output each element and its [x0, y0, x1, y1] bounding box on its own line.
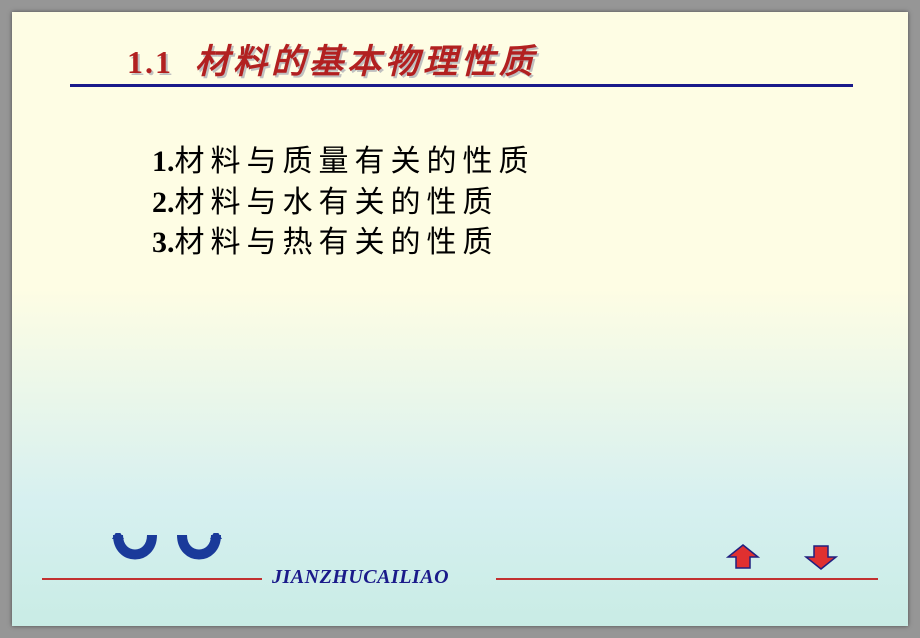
arrow-up-icon [726, 543, 760, 571]
footer-line-left [42, 578, 262, 580]
title-area: 1.1 材料的基本物理性质 1.1 材料的基本物理性质 [127, 34, 848, 83]
prev-slide-button[interactable] [726, 543, 760, 576]
section-number: 1.1 [127, 44, 173, 80]
item-text: 材料与质量有关的性质 [175, 145, 535, 178]
item-text: 材料与水有关的性质 [175, 186, 499, 219]
title-text: 材料的基本物理性质 [195, 44, 537, 81]
list-item: 1.材料与质量有关的性质 [152, 142, 535, 183]
nav-arrows [706, 543, 858, 576]
title-underline [70, 84, 853, 87]
footer-label: JIANZHUCAILIAO [272, 566, 449, 589]
item-number: 3. [152, 226, 175, 259]
next-slide-button[interactable] [804, 543, 838, 576]
item-number: 1. [152, 145, 175, 178]
item-number: 2. [152, 186, 175, 219]
arrow-down-icon [804, 543, 838, 571]
footer: JIANZHUCAILIAO [12, 556, 908, 596]
title-main: 1.1 材料的基本物理性质 [127, 34, 848, 83]
list-item: 3.材料与热有关的性质 [152, 223, 535, 264]
content-list: 1.材料与质量有关的性质 2.材料与水有关的性质 3.材料与热有关的性质 [152, 142, 535, 264]
list-item: 2.材料与水有关的性质 [152, 183, 535, 224]
footer-line-right [496, 578, 878, 580]
slide: 1.1 材料的基本物理性质 1.1 材料的基本物理性质 1.材料与质量有关的性质… [12, 12, 908, 626]
item-text: 材料与热有关的性质 [175, 226, 499, 259]
nav-back-forward [112, 533, 242, 574]
